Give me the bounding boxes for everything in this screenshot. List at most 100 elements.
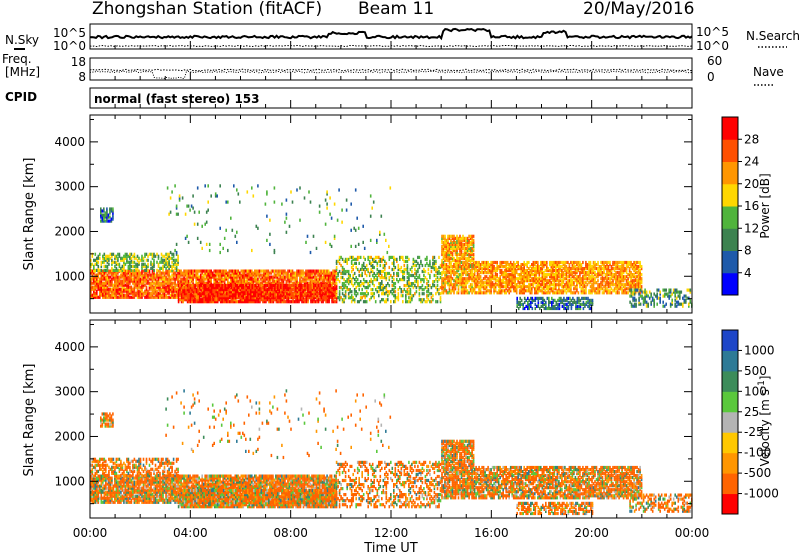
- range-cell: [141, 279, 143, 283]
- range-cell: [260, 269, 262, 273]
- range-cell: [296, 281, 298, 285]
- range-cell: [423, 273, 425, 278]
- range-cell: [453, 291, 455, 295]
- range-cell: [553, 285, 556, 289]
- range-cell: [172, 252, 175, 256]
- range-cell: [558, 260, 560, 265]
- range-cell: [544, 269, 547, 273]
- range-cell: [373, 271, 375, 276]
- range-cell: [160, 256, 163, 260]
- range-cell: [469, 246, 472, 250]
- range-cell: [229, 294, 231, 298]
- range-cell: [154, 295, 157, 299]
- range-cell: [204, 298, 207, 302]
- range-cell: [142, 291, 145, 295]
- range-cell: [296, 288, 299, 292]
- range-cell: [135, 256, 137, 260]
- range-cell: [469, 258, 472, 263]
- range-cell: [306, 271, 309, 275]
- range-cell: [535, 291, 538, 295]
- range-cell: [421, 284, 424, 288]
- range-cell: [355, 290, 357, 294]
- range-cell: [305, 296, 308, 300]
- range-cell: [561, 285, 563, 289]
- range-cell: [262, 288, 264, 292]
- range-cell: [412, 261, 415, 265]
- range-cell: [393, 261, 395, 265]
- range-cell: [556, 277, 559, 281]
- range-cell: [385, 298, 388, 302]
- range-cell: [96, 285, 98, 289]
- range-cell: [454, 263, 457, 267]
- range-cell: [448, 246, 451, 250]
- range-cell: [359, 273, 362, 278]
- range-cell: [123, 289, 125, 293]
- range-cell: [466, 252, 469, 257]
- range-cell: [244, 300, 246, 304]
- range-cell: [447, 238, 449, 242]
- range-cell: [459, 244, 461, 248]
- range-cell: [151, 275, 154, 279]
- range-cell: [529, 265, 532, 269]
- range-cell: [462, 287, 464, 291]
- range-cell: [459, 273, 461, 277]
- range-cell: [511, 267, 513, 271]
- range-cell: [130, 252, 133, 256]
- range-cell: [302, 290, 305, 294]
- range-cell: [292, 292, 294, 296]
- range-cell: [234, 269, 237, 273]
- range-cell: [127, 254, 130, 258]
- range-cell: [165, 281, 167, 285]
- range-cell: [316, 292, 318, 296]
- range-cell: [108, 258, 110, 262]
- range-cell: [356, 284, 359, 288]
- range-cell: [178, 271, 181, 275]
- range-cell: [221, 296, 223, 300]
- range-cell: [460, 265, 463, 269]
- range-cell: [394, 294, 397, 298]
- range-cell: [133, 264, 136, 268]
- range-cell: [275, 279, 277, 283]
- range-cell: [159, 260, 161, 264]
- range-cell: [192, 300, 195, 304]
- range-cell: [236, 269, 238, 273]
- range-cell: [333, 269, 336, 273]
- range-cell: [181, 279, 184, 283]
- range-cell: [526, 277, 528, 281]
- range-cell: [165, 271, 167, 275]
- range-cell: [553, 281, 556, 285]
- range-cell: [371, 288, 374, 292]
- range-cell: [353, 271, 356, 276]
- range-cell: [417, 276, 419, 280]
- range-cell: [132, 281, 134, 285]
- range-cell: [487, 279, 489, 283]
- range-cell: [496, 269, 498, 273]
- range-cell: [382, 255, 385, 259]
- range-cell: [212, 300, 214, 304]
- range-cell: [439, 296, 442, 300]
- range-cell: [344, 271, 347, 276]
- range-cell: [224, 298, 226, 302]
- range-cell: [151, 271, 154, 275]
- range-cell: [405, 290, 407, 294]
- range-cell: [328, 284, 330, 288]
- range-cell: [230, 275, 232, 279]
- range-cell: [248, 290, 251, 294]
- range-cell: [343, 278, 345, 282]
- range-cell: [352, 284, 354, 288]
- range-cell: [316, 288, 318, 292]
- range-cell: [538, 273, 541, 277]
- range-cell: [393, 263, 395, 268]
- range-cell: [139, 281, 142, 285]
- range-cell: [462, 273, 464, 277]
- range-cell: [347, 294, 350, 298]
- range-cell: [153, 260, 155, 264]
- range-cell: [295, 286, 297, 290]
- range-cell: [472, 240, 475, 244]
- range-cell: [441, 248, 443, 253]
- range-cell: [394, 257, 397, 261]
- range-cell: [537, 287, 539, 291]
- range-cell: [145, 273, 148, 277]
- range-cell: [462, 252, 464, 257]
- range-cell: [244, 296, 246, 300]
